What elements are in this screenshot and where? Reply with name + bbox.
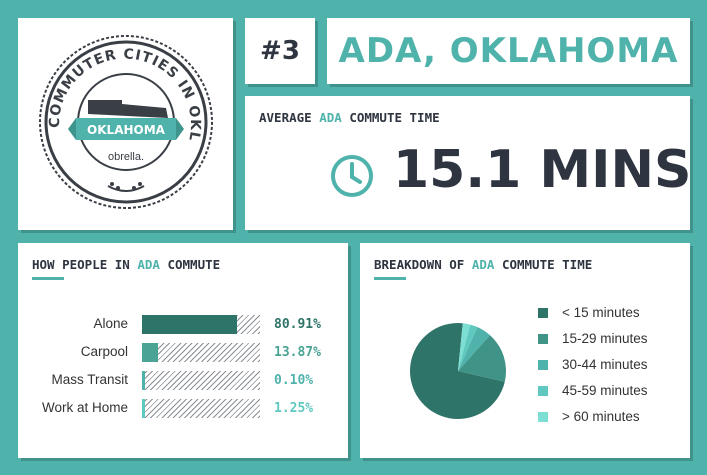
legend-label: 45-59 minutes	[562, 383, 648, 398]
rank-card: #3	[245, 18, 315, 84]
average-commute-card: AVERAGE ADA COMMUTE TIME 15.1 MINS	[245, 96, 692, 230]
breakdown-section-title: BREAKDOWN OF ADA COMMUTE TIME	[374, 257, 593, 272]
pie-slice	[458, 324, 478, 371]
legend-swatch	[538, 307, 548, 318]
breakdown-title-underline	[374, 277, 406, 280]
mode-value: 13.87%	[274, 345, 321, 360]
pie-slice	[458, 335, 506, 382]
modes-title-underline	[32, 277, 64, 280]
badge-ribbon-text: OKLAHOMA	[87, 123, 166, 137]
pie-slice	[458, 323, 471, 371]
laurel-icon	[107, 185, 145, 192]
mode-label: Carpool	[80, 344, 128, 359]
badge-card: 20 BEST COMMUTER CITIES IN OKLAHOMA OKLA…	[11, 6, 233, 230]
legend-swatch	[538, 333, 548, 344]
rank-label: #3	[260, 36, 300, 66]
legend-label: > 60 minutes	[562, 409, 640, 424]
clock-icon	[331, 155, 373, 197]
mode-bar-track	[142, 371, 260, 390]
city-title: ADA, OKLAHOMA	[338, 31, 679, 71]
mode-label: Alone	[93, 316, 128, 331]
mode-value: 80.91%	[274, 317, 321, 332]
average-commute-value: 15.1 MINS	[393, 140, 692, 200]
oklahoma-shape-icon	[88, 100, 168, 118]
legend-item: 15-29 minutes	[538, 331, 648, 346]
badge-brand-text: obrella.	[108, 151, 144, 163]
legend-item: 45-59 minutes	[538, 383, 648, 398]
mode-label: Work at Home	[41, 400, 128, 415]
pie-slice	[410, 323, 505, 419]
mode-bar-fill	[142, 371, 145, 390]
legend-item: 30-44 minutes	[538, 357, 648, 372]
mode-bar-track	[142, 399, 260, 418]
avg-section-title: AVERAGE ADA COMMUTE TIME	[259, 110, 440, 125]
oklahoma-badge-logo: 20 BEST COMMUTER CITIES IN OKLAHOMA OKLA…	[11, 6, 213, 209]
modes-section-title: HOW PEOPLE IN ADA COMMUTE	[32, 257, 221, 272]
legend-label: < 15 minutes	[562, 305, 640, 320]
city-card: ADA, OKLAHOMA	[327, 18, 690, 84]
legend-swatch	[538, 385, 548, 396]
mode-bar-track	[142, 343, 260, 362]
mode-value: 0.10%	[274, 373, 314, 388]
mode-label: Mass Transit	[51, 372, 128, 387]
commute-time-pie	[410, 323, 506, 419]
legend-swatch	[538, 411, 548, 422]
mode-bar-fill	[142, 315, 238, 334]
mode-value: 1.25%	[274, 401, 314, 416]
legend-label: 15-29 minutes	[562, 331, 648, 346]
mode-bar-fill	[142, 399, 145, 418]
pie-slice	[458, 327, 490, 371]
legend-item: > 60 minutes	[538, 409, 640, 424]
commute-modes-card: HOW PEOPLE IN ADA COMMUTE Alone 80.91% Car…	[18, 243, 348, 458]
legend-label: 30-44 minutes	[562, 357, 648, 372]
legend-item: < 15 minutes	[538, 305, 640, 320]
mode-bar-fill	[142, 343, 159, 362]
breakdown-card: BREAKDOWN OF ADA COMMUTE TIME < 15 minut…	[360, 243, 690, 458]
mode-bar-track	[142, 315, 260, 334]
legend-swatch	[538, 359, 548, 370]
